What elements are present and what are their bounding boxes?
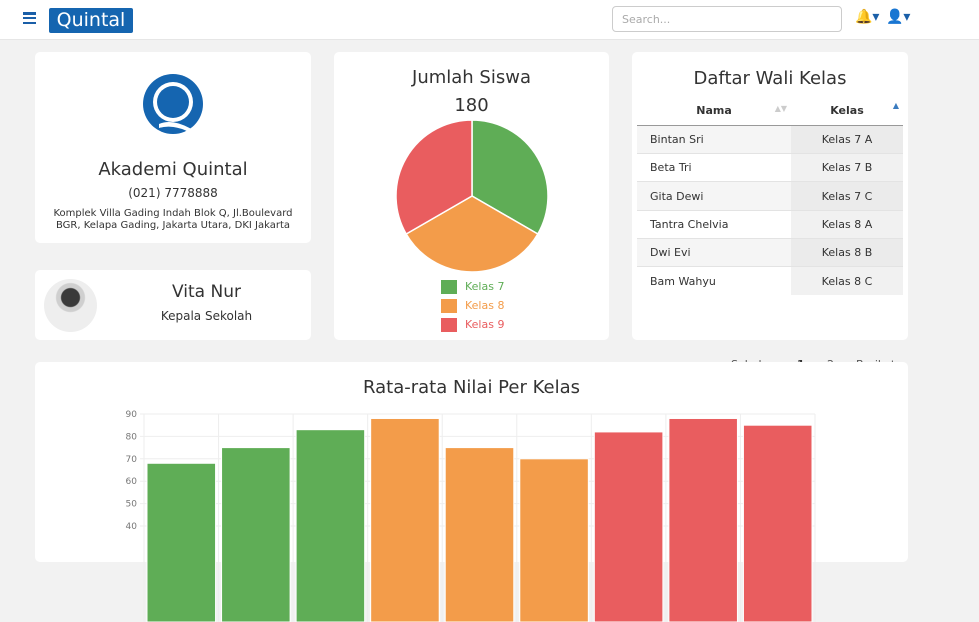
- school-address-1: Komplek Villa Gading Indah Blok Q, Jl.Bo…: [53, 208, 293, 219]
- cell-nama: Tantra Chelvia: [637, 209, 791, 239]
- legend-label: Kelas 8: [465, 299, 505, 312]
- student-total: 180: [454, 95, 489, 116]
- bar[interactable]: [221, 447, 291, 622]
- table-row[interactable]: Tantra Chelvia Kelas 8 A: [637, 209, 903, 239]
- pie-slice[interactable]: [471, 119, 549, 236]
- table-row[interactable]: Beta Tri Kelas 7 B: [637, 153, 903, 182]
- table-row[interactable]: Bam Wahyu Kelas 8 C: [637, 266, 903, 296]
- pie-chart: [395, 119, 549, 273]
- homeroom-table: Nama ▲▼ Kelas ▲ Bintan Sri Kelas 7 A Beta Tr…: [637, 97, 903, 296]
- table-row[interactable]: Dwi Evi Kelas 8 B: [637, 237, 903, 267]
- principal-card: Vita Nur Kepala Sekolah: [35, 270, 311, 340]
- homeroom-card: Daftar Wali Kelas Nama ▲▼ Kelas ▲ Bintan S…: [632, 52, 908, 371]
- legend-swatch: [441, 298, 457, 313]
- y-tick-label: 80: [126, 432, 138, 442]
- cell-nama: Beta Tri: [637, 153, 791, 182]
- bell-icon[interactable]: 🔔▾: [855, 9, 880, 25]
- school-logo: [143, 74, 203, 134]
- table-row[interactable]: Bintan Sri Kelas 7 A: [637, 124, 903, 154]
- school-name: Akademi Quintal: [98, 159, 248, 180]
- legend-item[interactable]: Kelas 7: [441, 277, 504, 296]
- legend-swatch: [441, 317, 457, 332]
- table-row[interactable]: Gita Dewi Kelas 7 C: [637, 181, 903, 211]
- search-input[interactable]: [612, 6, 842, 32]
- cell-kelas: Kelas 8 A: [791, 209, 903, 239]
- student-count-card: Jumlah Siswa 180 Kelas 7 Kelas 8 Kelas 9: [334, 52, 609, 340]
- legend-label: Kelas 9: [465, 318, 505, 331]
- cell-kelas: Kelas 7 A: [791, 124, 903, 154]
- avatar: [44, 279, 97, 332]
- top-navbar: Quintal 🔔▾ 👤▾: [0, 0, 979, 40]
- y-tick-label: 70: [126, 455, 138, 465]
- bar-title: Rata-rata Nilai Per Kelas: [363, 377, 580, 398]
- average-score-card: Rata-rata Nilai Per Kelas 40 50 60 70 80 90: [35, 362, 908, 622]
- bar[interactable]: [370, 417, 440, 622]
- user-icon[interactable]: 👤▾: [886, 9, 911, 25]
- cell-kelas: Kelas 7 B: [791, 153, 903, 182]
- school-address-2: BGR, Kelapa Gading, Jakarta Utara, DKI J…: [55, 220, 291, 231]
- cell-nama: Dwi Evi: [637, 237, 791, 267]
- column-header-nama[interactable]: Nama ▲▼: [637, 97, 791, 126]
- y-tick-label: 60: [126, 477, 138, 487]
- legend-swatch: [441, 279, 457, 294]
- y-tick-label: 90: [126, 410, 138, 420]
- menu-icon[interactable]: [23, 12, 36, 24]
- bar[interactable]: [444, 447, 515, 622]
- school-card: Akademi Quintal (021) 7778888 Komplek Vi…: [35, 52, 311, 243]
- y-tick-label: 40: [126, 522, 138, 532]
- cell-nama: Bintan Sri: [637, 124, 791, 154]
- legend-item[interactable]: Kelas 8: [441, 296, 504, 315]
- cell-kelas: Kelas 8 C: [791, 266, 903, 296]
- bar-chart: 40 50 60 70 80 90: [126, 410, 816, 622]
- legend-item[interactable]: Kelas 9: [441, 315, 504, 334]
- bar[interactable]: [295, 429, 366, 622]
- bar[interactable]: [668, 417, 738, 622]
- cell-nama: Bam Wahyu: [637, 266, 791, 296]
- pie-slice[interactable]: [395, 119, 473, 236]
- pie-legend: Kelas 7 Kelas 8 Kelas 9: [441, 277, 504, 334]
- y-tick-label: 50: [126, 500, 138, 510]
- brand-logo[interactable]: Quintal: [49, 8, 133, 33]
- pie-title: Jumlah Siswa: [412, 67, 531, 88]
- cell-nama: Gita Dewi: [637, 181, 791, 211]
- cell-kelas: Kelas 7 C: [791, 181, 903, 211]
- bar[interactable]: [593, 431, 664, 622]
- legend-label: Kelas 7: [465, 280, 505, 293]
- bar[interactable]: [742, 424, 813, 622]
- school-phone: (021) 7778888: [128, 186, 218, 200]
- principal-role: Kepala Sekolah: [160, 309, 253, 323]
- principal-name: Vita Nur: [172, 282, 241, 302]
- bar[interactable]: [519, 458, 589, 622]
- homeroom-title: Daftar Wali Kelas: [693, 68, 847, 89]
- column-header-kelas[interactable]: Kelas ▲: [791, 97, 903, 126]
- cell-kelas: Kelas 8 B: [791, 237, 903, 267]
